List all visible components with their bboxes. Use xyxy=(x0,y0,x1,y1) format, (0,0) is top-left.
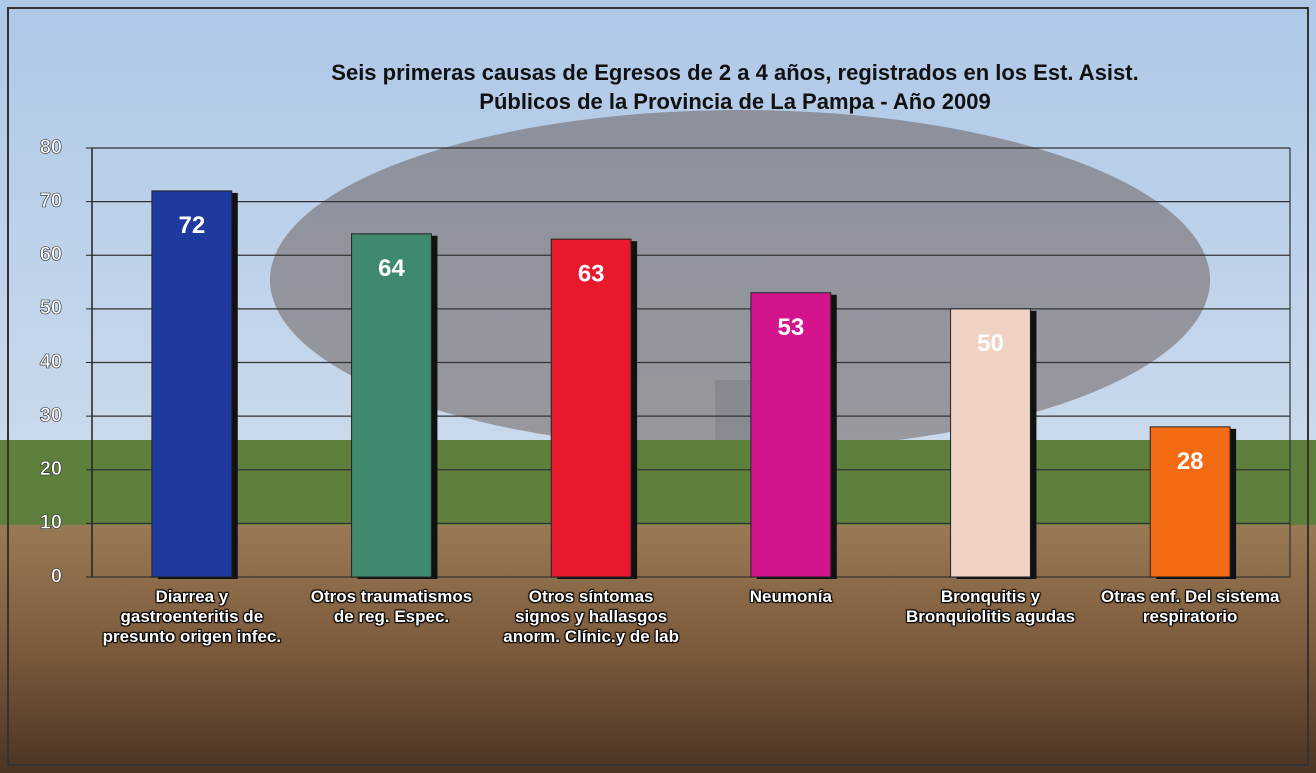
y-tick-label: 80 xyxy=(40,136,62,158)
y-tick-label: 30 xyxy=(40,404,62,426)
y-tick-label: 0 xyxy=(51,565,62,587)
x-tick-label: Bronquitis y Bronquiolitis agudas xyxy=(905,587,1076,626)
value-label: 53 xyxy=(777,314,804,341)
y-tick-label: 10 xyxy=(40,512,62,534)
value-label: 50 xyxy=(977,330,1004,357)
y-tick-label: 70 xyxy=(40,190,62,212)
bar xyxy=(750,292,832,578)
x-tick-label: Diarrea y gastroenteritis de presunto or… xyxy=(102,587,282,646)
y-tick-label: 40 xyxy=(40,351,62,373)
x-tick-label: Neumonía xyxy=(749,587,832,606)
bar xyxy=(1149,426,1231,578)
chart-title: Seis primeras causas de Egresos de 2 a 4… xyxy=(331,60,1138,85)
value-label: 63 xyxy=(578,261,605,288)
y-tick-label: 60 xyxy=(40,244,62,266)
value-label: 64 xyxy=(378,255,405,282)
chart-title: Públicos de la Provincia de La Pampa - A… xyxy=(479,89,990,114)
value-label: 28 xyxy=(1177,448,1204,475)
value-label: 72 xyxy=(178,212,205,239)
bar xyxy=(351,233,432,578)
x-tick-label: Otros síntomas signos y hallasgos anorm.… xyxy=(503,587,680,646)
bar xyxy=(950,308,1031,578)
x-tick-label: Otros traumatismos de reg. Espec. xyxy=(310,587,473,626)
bar xyxy=(550,238,632,578)
bar xyxy=(151,190,233,578)
x-tick-label: Otras enf. Del sistema respiratorio xyxy=(1100,587,1280,626)
y-tick-label: 20 xyxy=(40,458,62,480)
frame xyxy=(7,7,1309,766)
y-tick-label: 50 xyxy=(40,297,62,319)
